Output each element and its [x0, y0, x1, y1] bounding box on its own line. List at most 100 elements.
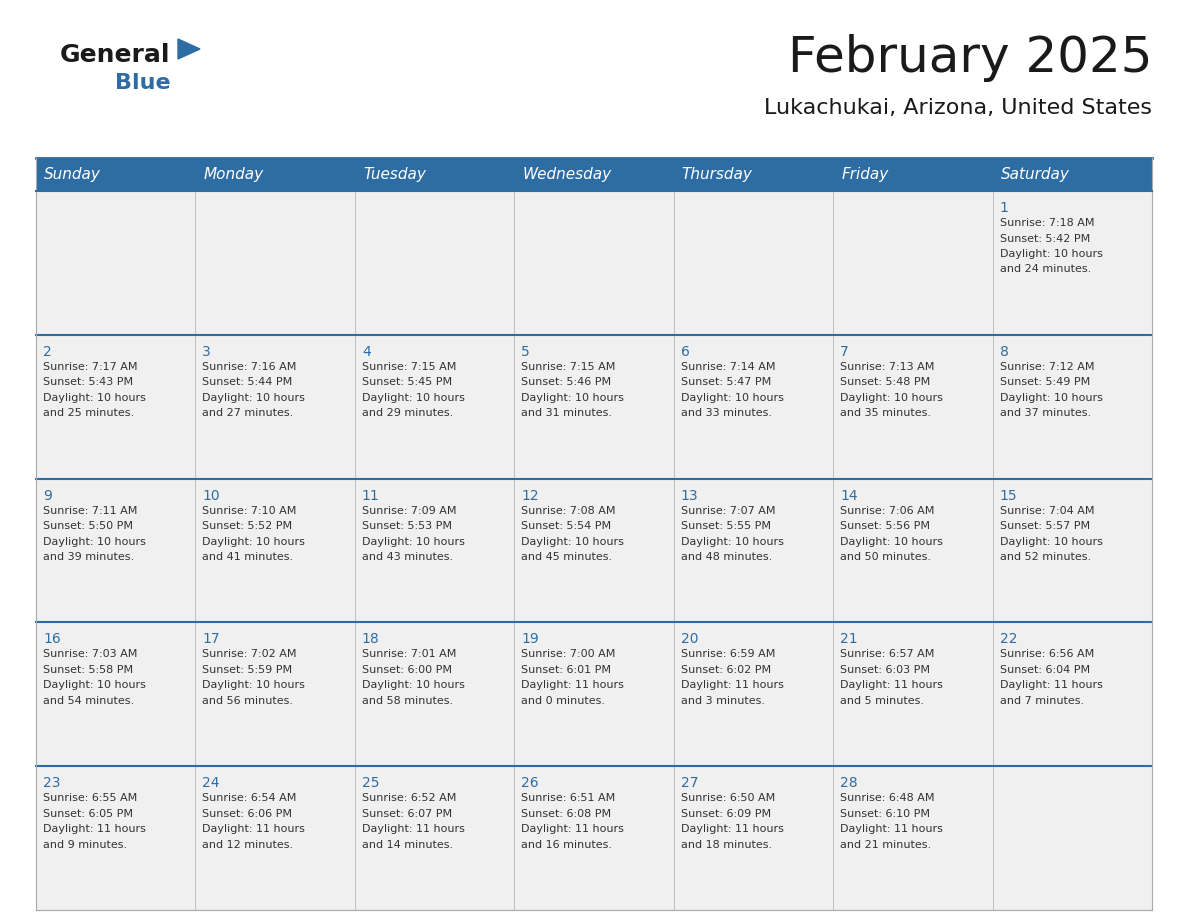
Bar	[514, 191, 674, 335]
Text: and 18 minutes.: and 18 minutes.	[681, 840, 772, 850]
Text: Daylight: 10 hours: Daylight: 10 hours	[840, 393, 943, 403]
Text: Daylight: 10 hours: Daylight: 10 hours	[362, 537, 465, 546]
Text: 16: 16	[43, 633, 61, 646]
Text: 14: 14	[840, 488, 858, 502]
Text: and 35 minutes.: and 35 minutes.	[840, 409, 931, 419]
Bar	[674, 335, 833, 478]
Bar	[992, 335, 1152, 478]
Text: Sunrise: 7:02 AM: Sunrise: 7:02 AM	[202, 649, 297, 659]
Text: and 12 minutes.: and 12 minutes.	[202, 840, 293, 850]
Text: Sunset: 5:50 PM: Sunset: 5:50 PM	[43, 521, 133, 532]
Text: and 25 minutes.: and 25 minutes.	[43, 409, 134, 419]
Text: Sunrise: 7:15 AM: Sunrise: 7:15 AM	[362, 362, 456, 372]
Text: 26: 26	[522, 777, 539, 790]
Text: Lukachukai, Arizona, United States: Lukachukai, Arizona, United States	[764, 98, 1152, 118]
Text: Thursday: Thursday	[682, 167, 752, 182]
Text: and 52 minutes.: and 52 minutes.	[999, 552, 1091, 562]
Text: Sunset: 6:06 PM: Sunset: 6:06 PM	[202, 809, 292, 819]
Bar	[196, 478, 355, 622]
Text: 6: 6	[681, 345, 689, 359]
Text: and 50 minutes.: and 50 minutes.	[840, 552, 931, 562]
Text: Sunrise: 7:17 AM: Sunrise: 7:17 AM	[43, 362, 138, 372]
Text: 10: 10	[202, 488, 220, 502]
Text: and 3 minutes.: and 3 minutes.	[681, 696, 765, 706]
Bar	[36, 478, 196, 622]
Text: Sunrise: 7:06 AM: Sunrise: 7:06 AM	[840, 506, 935, 516]
Text: 4: 4	[362, 345, 371, 359]
Text: Sunrise: 7:18 AM: Sunrise: 7:18 AM	[999, 218, 1094, 228]
Text: 24: 24	[202, 777, 220, 790]
Text: Daylight: 10 hours: Daylight: 10 hours	[43, 680, 146, 690]
Text: 23: 23	[43, 777, 61, 790]
Text: Sunrise: 7:03 AM: Sunrise: 7:03 AM	[43, 649, 138, 659]
Text: and 41 minutes.: and 41 minutes.	[202, 552, 293, 562]
Bar	[355, 158, 514, 191]
Text: Daylight: 11 hours: Daylight: 11 hours	[522, 680, 624, 690]
Text: Sunset: 5:59 PM: Sunset: 5:59 PM	[202, 665, 292, 675]
Text: Daylight: 10 hours: Daylight: 10 hours	[202, 393, 305, 403]
Text: Sunset: 5:43 PM: Sunset: 5:43 PM	[43, 377, 133, 387]
Text: Daylight: 10 hours: Daylight: 10 hours	[999, 249, 1102, 259]
Text: Sunrise: 6:48 AM: Sunrise: 6:48 AM	[840, 793, 935, 803]
Text: Daylight: 10 hours: Daylight: 10 hours	[362, 393, 465, 403]
Text: Sunset: 5:42 PM: Sunset: 5:42 PM	[999, 233, 1089, 243]
Bar	[36, 191, 196, 335]
Bar	[992, 622, 1152, 767]
Bar	[674, 622, 833, 767]
Text: Sunset: 5:57 PM: Sunset: 5:57 PM	[999, 521, 1089, 532]
Text: Sunrise: 7:11 AM: Sunrise: 7:11 AM	[43, 506, 138, 516]
Text: Daylight: 10 hours: Daylight: 10 hours	[202, 537, 305, 546]
Text: Friday: Friday	[841, 167, 889, 182]
Text: Daylight: 10 hours: Daylight: 10 hours	[522, 393, 624, 403]
Text: Sunset: 5:54 PM: Sunset: 5:54 PM	[522, 521, 612, 532]
Text: Daylight: 11 hours: Daylight: 11 hours	[681, 680, 784, 690]
Bar	[355, 335, 514, 478]
Bar	[514, 158, 674, 191]
Text: 18: 18	[362, 633, 380, 646]
Text: Sunrise: 6:55 AM: Sunrise: 6:55 AM	[43, 793, 138, 803]
Text: Sunset: 6:07 PM: Sunset: 6:07 PM	[362, 809, 451, 819]
Text: Daylight: 11 hours: Daylight: 11 hours	[362, 824, 465, 834]
Text: Sunset: 6:09 PM: Sunset: 6:09 PM	[681, 809, 771, 819]
Text: and 16 minutes.: and 16 minutes.	[522, 840, 612, 850]
Text: 27: 27	[681, 777, 699, 790]
Text: 21: 21	[840, 633, 858, 646]
Text: Tuesday: Tuesday	[362, 167, 425, 182]
Text: Daylight: 10 hours: Daylight: 10 hours	[840, 537, 943, 546]
Bar	[833, 158, 992, 191]
Text: and 31 minutes.: and 31 minutes.	[522, 409, 612, 419]
Bar	[36, 622, 196, 767]
Text: Sunrise: 6:54 AM: Sunrise: 6:54 AM	[202, 793, 297, 803]
Text: Sunrise: 7:16 AM: Sunrise: 7:16 AM	[202, 362, 297, 372]
Text: 5: 5	[522, 345, 530, 359]
Text: Sunrise: 6:56 AM: Sunrise: 6:56 AM	[999, 649, 1094, 659]
Text: General: General	[61, 43, 171, 67]
Bar	[833, 478, 992, 622]
Text: and 48 minutes.: and 48 minutes.	[681, 552, 772, 562]
Bar	[833, 767, 992, 910]
Text: and 37 minutes.: and 37 minutes.	[999, 409, 1091, 419]
Text: Sunset: 6:02 PM: Sunset: 6:02 PM	[681, 665, 771, 675]
Text: Sunset: 5:44 PM: Sunset: 5:44 PM	[202, 377, 292, 387]
Text: Sunset: 6:04 PM: Sunset: 6:04 PM	[999, 665, 1089, 675]
Text: and 21 minutes.: and 21 minutes.	[840, 840, 931, 850]
Text: and 45 minutes.: and 45 minutes.	[522, 552, 612, 562]
Text: Sunrise: 6:50 AM: Sunrise: 6:50 AM	[681, 793, 775, 803]
Text: 1: 1	[999, 201, 1009, 215]
Text: 28: 28	[840, 777, 858, 790]
Bar	[992, 191, 1152, 335]
Text: Sunrise: 7:09 AM: Sunrise: 7:09 AM	[362, 506, 456, 516]
Bar	[833, 335, 992, 478]
Bar	[833, 191, 992, 335]
Text: Sunrise: 7:13 AM: Sunrise: 7:13 AM	[840, 362, 935, 372]
Bar	[355, 767, 514, 910]
Text: 8: 8	[999, 345, 1009, 359]
Text: Sunset: 6:03 PM: Sunset: 6:03 PM	[840, 665, 930, 675]
Text: Sunset: 5:58 PM: Sunset: 5:58 PM	[43, 665, 133, 675]
Text: Sunset: 5:47 PM: Sunset: 5:47 PM	[681, 377, 771, 387]
Text: 11: 11	[362, 488, 380, 502]
Text: Sunset: 6:05 PM: Sunset: 6:05 PM	[43, 809, 133, 819]
Bar	[674, 191, 833, 335]
Bar	[514, 622, 674, 767]
Bar	[36, 158, 196, 191]
